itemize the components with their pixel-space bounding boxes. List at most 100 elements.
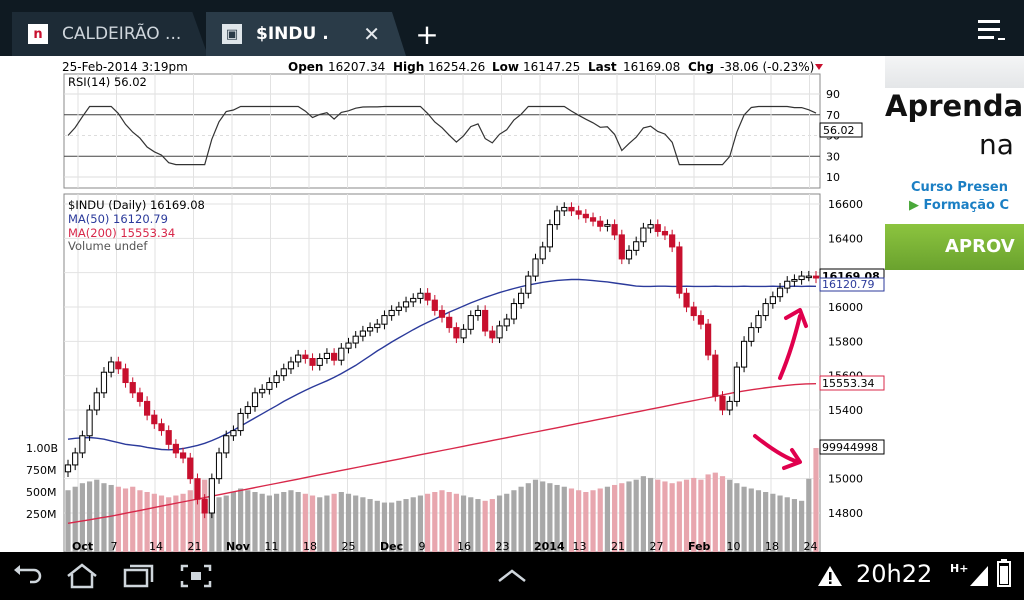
overflow-menu-icon[interactable] xyxy=(978,16,1006,44)
candle-body xyxy=(748,327,755,342)
candle-body xyxy=(266,382,273,390)
volume-bar xyxy=(259,493,265,552)
candle-body xyxy=(467,315,474,330)
candle-body xyxy=(784,280,791,289)
volume-bar xyxy=(266,495,272,552)
ad-title: Aprenda xyxy=(885,89,1024,123)
candle-body xyxy=(280,368,287,377)
stock-chart[interactable]: 25-Feb-2014 3:19pm Open 16207.34 High 16… xyxy=(0,56,885,552)
volume-bar xyxy=(273,493,280,552)
candle-body xyxy=(287,361,295,370)
svg-text:Low: Low xyxy=(492,60,519,74)
candle-body xyxy=(532,258,539,277)
volume-bar xyxy=(655,479,661,552)
volume-bar xyxy=(187,490,193,552)
volume-bar xyxy=(727,479,733,552)
volume-tick-label: 250M xyxy=(26,508,57,521)
screenshot-icon[interactable] xyxy=(178,562,214,590)
candle-body xyxy=(165,430,172,445)
candle-body xyxy=(136,392,144,402)
volume-bar xyxy=(691,477,697,552)
volume-bar xyxy=(705,474,711,552)
volume-bar xyxy=(223,495,229,552)
volume-bar xyxy=(417,495,424,552)
chart-favicon-icon: ▣ xyxy=(222,24,242,44)
network-type: H+ xyxy=(950,562,969,575)
volume-bar xyxy=(763,492,769,552)
price-legend-symbol: $INDU (Daily) 16169.08 xyxy=(68,198,205,212)
candle-body xyxy=(482,309,489,332)
plus-icon[interactable]: + xyxy=(415,17,439,51)
x-tick-label: 21 xyxy=(188,540,202,552)
tab-caldeirao[interactable]: n CALDEIRÃO ... xyxy=(12,12,208,56)
candle-body xyxy=(86,409,93,437)
volume-bar xyxy=(626,481,632,552)
volume-bar xyxy=(151,493,157,552)
volume-bar xyxy=(166,497,172,552)
home-icon[interactable] xyxy=(64,562,100,590)
candle-body xyxy=(690,306,697,317)
ad-button[interactable]: APROV xyxy=(885,224,1024,270)
x-tick-label: 9 xyxy=(419,540,426,552)
volume-bar xyxy=(238,488,244,552)
rsi-value-tag: 56.02 xyxy=(823,124,855,137)
rsi-tick-label: 10 xyxy=(826,171,840,184)
candle-body xyxy=(115,361,122,370)
svg-text:16254.26: 16254.26 xyxy=(428,60,485,74)
volume-tag: 99944998 xyxy=(822,441,878,454)
volume-tick-label: 500M xyxy=(26,486,57,499)
volume-bar xyxy=(432,492,438,552)
volume-bar xyxy=(209,499,215,552)
tab-indu[interactable]: ▣ $INDU . ✕ xyxy=(206,12,406,56)
ad-banner[interactable]: Aprenda na Curso Presen ▶ Formação C APR… xyxy=(885,56,1024,270)
volume-bar xyxy=(288,490,294,552)
candle-body xyxy=(230,430,237,437)
candle-body xyxy=(259,388,266,394)
x-tick-label: 24 xyxy=(804,540,818,552)
back-icon[interactable] xyxy=(8,562,44,590)
candle-body xyxy=(669,234,676,248)
volume-bar xyxy=(180,493,186,552)
candle-body xyxy=(388,309,395,317)
volume-bar xyxy=(439,490,445,552)
volume-bar xyxy=(784,497,790,552)
volume-bar xyxy=(338,492,344,552)
volume-bar xyxy=(72,486,78,552)
arrow-right-icon: ▶ xyxy=(909,198,924,213)
candle-body xyxy=(460,328,467,339)
recent-apps-icon[interactable] xyxy=(120,562,156,590)
volume-bar xyxy=(568,488,575,552)
chevron-up-icon[interactable] xyxy=(494,562,530,590)
y-tick-label: 16400 xyxy=(828,232,863,245)
candle-body xyxy=(309,358,316,366)
close-tab-icon[interactable]: ✕ xyxy=(363,22,380,46)
price-panel: 1660016400162001600015800156001540015000… xyxy=(26,193,885,552)
quote-timestamp: 25-Feb-2014 3:19pm xyxy=(62,60,188,74)
volume-bar xyxy=(640,476,646,552)
volume-bar xyxy=(86,481,93,552)
volume-tick-label: 750M xyxy=(26,464,57,477)
volume-bar xyxy=(647,477,654,552)
tab-label: CALDEIRÃO ... xyxy=(62,24,182,44)
tab-label: $INDU . xyxy=(256,24,329,44)
x-tick-label: 21 xyxy=(611,540,625,552)
volume-bar xyxy=(496,495,503,552)
candle-body xyxy=(72,452,79,466)
candle-body xyxy=(489,330,496,339)
candle-body xyxy=(331,352,338,361)
rsi-tick-label: 90 xyxy=(826,88,840,101)
candle-body xyxy=(798,275,805,281)
candle-body xyxy=(273,375,280,384)
volume-bar xyxy=(130,486,136,552)
volume-bar xyxy=(633,479,639,552)
candle-body xyxy=(618,234,625,260)
candle-body xyxy=(776,287,784,298)
candle-body xyxy=(316,358,323,366)
candle-body xyxy=(151,414,158,425)
candle-body xyxy=(733,366,740,402)
candle-body xyxy=(661,230,669,236)
volume-bar xyxy=(79,483,85,552)
y-tick-label: 15800 xyxy=(828,335,863,348)
volume-bar xyxy=(755,490,762,552)
warning-icon xyxy=(816,562,844,590)
